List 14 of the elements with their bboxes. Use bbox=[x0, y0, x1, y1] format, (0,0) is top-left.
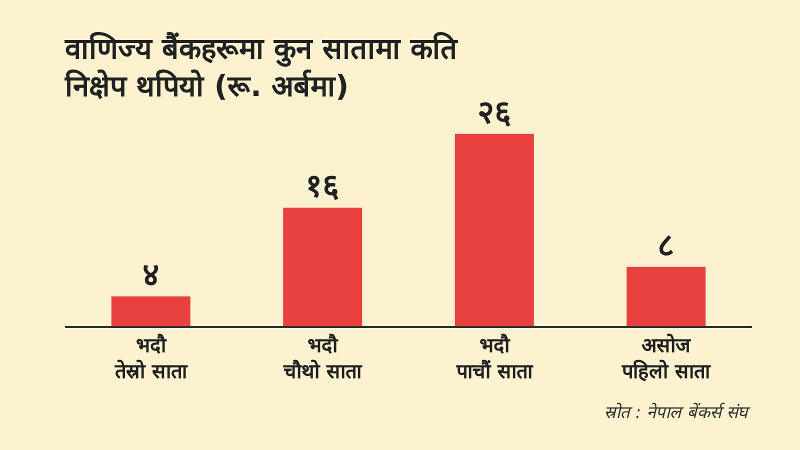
bar bbox=[454, 134, 534, 326]
bar bbox=[283, 208, 362, 326]
bar bbox=[626, 266, 706, 326]
text: स्रोत : नेपाल बेंकर्स संघ bbox=[604, 402, 750, 423]
x-tick-label: असोज पहिलो साता bbox=[621, 332, 712, 383]
x-tick-label: भदौ तेस्रो साता bbox=[114, 332, 188, 383]
data-label: ८ bbox=[658, 226, 675, 264]
data-label: २६ bbox=[477, 92, 512, 131]
x-tick-label: भदौ चौथो साता bbox=[282, 332, 363, 383]
data-label: ४ bbox=[142, 255, 160, 294]
data-label: १६ bbox=[306, 166, 340, 205]
chart-title: वाणिज्य बैंकहरूमा कुन सातामा कति निक्षेप थपियो (रू. अर्बमा) bbox=[64, 32, 458, 104]
x-tick-label: भदौ पाचौं साता bbox=[455, 332, 534, 383]
bar bbox=[111, 296, 190, 326]
